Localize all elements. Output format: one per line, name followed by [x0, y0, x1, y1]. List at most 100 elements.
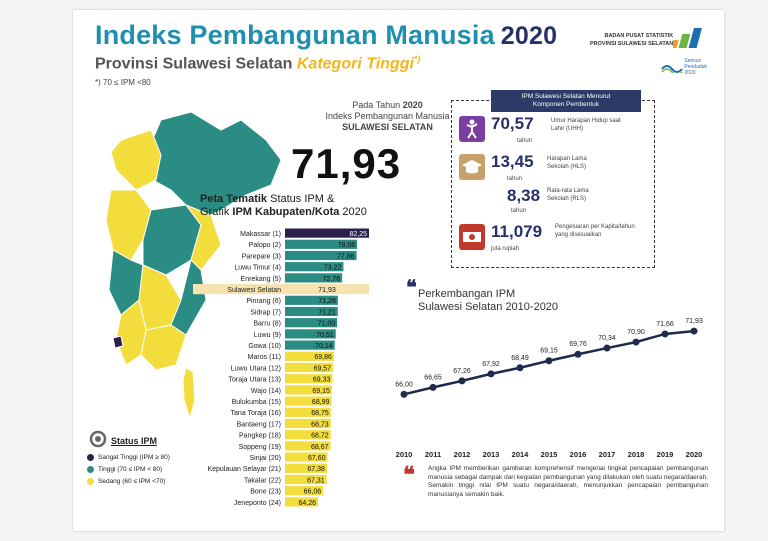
bar-category-label: Soppeng (19) — [239, 444, 281, 451]
trend-value-label: 69,15 — [540, 348, 558, 355]
bar-category-label: Makassar (1) — [240, 231, 281, 238]
trend-title: ❝ Perkembangan IPM Sulawesi Selatan 2010… — [406, 277, 559, 313]
bar-highlight-provinsi — [193, 284, 369, 295]
trend-point — [690, 327, 698, 335]
bar-category-label: Maros (11) — [248, 354, 281, 361]
bar-value-label: 68,67 — [311, 444, 329, 451]
trend-year-label: 2018 — [628, 450, 645, 459]
uhh-value: 70,57 — [491, 114, 534, 133]
bar — [285, 262, 344, 272]
component-pengeluaran: 11,079 juta rupiah Pengeluaran per Kapit… — [459, 222, 649, 256]
bar-value-label: 71,21 — [318, 309, 336, 316]
bar — [285, 318, 338, 328]
trend-point — [429, 383, 437, 391]
trend-point — [545, 357, 553, 365]
map-region-north — [145, 111, 282, 221]
status-legend-title: Status IPM — [111, 436, 158, 446]
trend-value-label: 68,49 — [511, 355, 529, 362]
bar-category-label: Sidrap (7) — [250, 309, 281, 316]
trend-year-label: 2012 — [454, 450, 471, 459]
bar-category-label: Tana Toraja (16) — [231, 410, 281, 417]
pengeluaran-desc: Pengeluaran per Kapita/tahun yang disesu… — [555, 224, 635, 238]
title-year: 2020 — [500, 22, 558, 50]
bar-category-label: Bone (23) — [250, 489, 281, 496]
trend-year-label: 2017 — [599, 450, 616, 459]
bar — [285, 385, 332, 395]
bar-value-label: 69,33 — [313, 377, 331, 384]
trend-point — [603, 344, 611, 352]
bps-logo-icon — [673, 28, 702, 48]
quote-icon: ❝ — [406, 277, 417, 299]
bar-value-label: 67,31 — [307, 477, 325, 484]
hls-desc: Harapan Lama Sekolah (HLS) — [547, 156, 587, 170]
bar — [285, 474, 327, 485]
infographic-page: Indeks Pembangunan Manusia 2020 Provinsi … — [73, 10, 724, 531]
bar — [285, 407, 331, 417]
rls-desc: Rata-rata Lama Sekolah (RLS) — [547, 188, 589, 202]
trend-year-label: 2010 — [396, 450, 413, 459]
rls-value: 8,38 — [507, 186, 541, 205]
trend-value-label: 70,34 — [598, 335, 616, 342]
sensus-logo: Sensus Penduduk 2020 — [661, 58, 712, 76]
bar — [285, 228, 369, 238]
bar-category-label: Wajo (14) — [251, 388, 281, 395]
bar-category-label: Barru (8) — [253, 321, 281, 328]
trend-year-label: 2020 — [686, 450, 703, 459]
legend-tinggi: Tinggi (70 ≤ IPM < 80) — [87, 466, 162, 473]
rls-unit: tahun — [511, 208, 527, 214]
bar-category-label: Gowa (10) — [248, 343, 281, 350]
trend-year-label: 2015 — [541, 450, 558, 459]
trend-year-label: 2019 — [657, 450, 674, 459]
bar — [285, 374, 333, 384]
bar-value-label: 68,99 — [312, 399, 330, 406]
hls-unit: tahun — [507, 176, 523, 182]
category-label: Kategori Tinggi — [296, 55, 414, 73]
bar-value-label: 64,26 — [299, 500, 317, 507]
trend-value-label: 67,26 — [453, 368, 471, 375]
bar-category-label: Luwu Timur (4) — [234, 265, 281, 272]
bar — [285, 239, 358, 249]
bar — [285, 396, 332, 406]
bar-value-label: 77,86 — [337, 253, 355, 260]
map-region-northwest — [110, 129, 162, 191]
bar-value-label: 70,51 — [316, 332, 334, 339]
bar-category-label: Enrekang (5) — [241, 276, 281, 283]
bar-value-label: 71,00 — [318, 321, 336, 328]
bar-value-label: 69,57 — [314, 365, 332, 372]
trend-year-label: 2016 — [570, 450, 587, 459]
trend-year-label: 2014 — [512, 450, 530, 459]
uhh-desc: Umur Harapan Hidup saat Lahir (UHH) — [551, 118, 621, 132]
bar-category-label: Palopo (2) — [249, 242, 281, 249]
person-running-icon — [459, 116, 485, 142]
trend-value-label: 66,65 — [424, 374, 442, 381]
sensus-wave-icon — [661, 65, 683, 76]
bar — [285, 430, 331, 440]
bar-category-label: Kepulauan Selayar (21) — [207, 466, 281, 473]
component-rls: 8,38 tahun Rata-rata Lama Sekolah (RLS) — [459, 184, 649, 218]
graduation-cap-icon — [459, 154, 485, 180]
legend-sangat-tinggi: Sangat Tinggi (IPM ≥ 80) — [87, 454, 170, 461]
trend-point — [661, 330, 669, 338]
legend-sedang: Sedang (60 ≤ IPM <70) — [87, 478, 165, 485]
bar-value-label: 68,73 — [311, 421, 329, 428]
map-region-island — [182, 367, 196, 420]
trend-point — [516, 364, 524, 372]
bar-category-label: Pinrang (6) — [246, 298, 281, 305]
component-uhh: 70,57 tahun Umur Harapan Hidup saat Lahi… — [459, 114, 649, 148]
page-title: Indeks Pembangunan Manusia 2020 — [95, 20, 558, 50]
bar-value-label: 78,06 — [338, 242, 356, 249]
trend-value-label: 66,00 — [395, 381, 413, 388]
bar-category-label: Bulukumba (15) — [232, 399, 281, 406]
bar — [285, 351, 334, 361]
agency-name: BADAN PUSAT STATISTIK PROVINSI SULAWESI … — [590, 33, 674, 47]
map-region-west — [105, 189, 152, 261]
money-icon — [459, 224, 485, 250]
bar-value-label: 69,86 — [314, 354, 332, 361]
trend-year-label: 2011 — [425, 450, 441, 459]
trend-value-label: 67,92 — [482, 361, 500, 368]
map-region-southeast — [140, 324, 187, 371]
bar — [285, 452, 328, 462]
bar — [285, 497, 319, 507]
bar — [285, 486, 324, 496]
bar-value-label: 70,14 — [315, 343, 333, 350]
